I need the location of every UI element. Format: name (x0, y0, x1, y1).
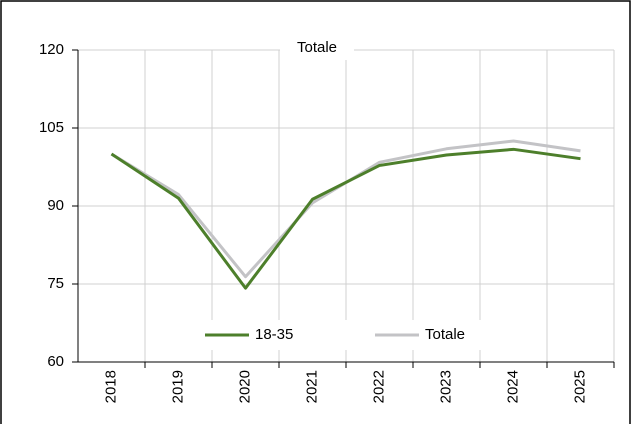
series-line (110, 147, 581, 290)
y-tick-label: 105 (39, 119, 64, 136)
title-background (280, 38, 354, 60)
x-tick-label: 2019 (169, 370, 186, 403)
y-tick-label: 90 (47, 197, 64, 214)
x-tick-label: 2024 (504, 370, 521, 403)
y-tick-label: 60 (47, 353, 64, 370)
legend-label: 18-35 (255, 326, 293, 343)
y-tick-label: 120 (39, 41, 64, 58)
x-tick-label: 2025 (571, 370, 588, 403)
y-tick-label: 75 (47, 275, 64, 292)
chart-title: Totale (297, 39, 337, 56)
x-tick-label: 2022 (370, 370, 387, 403)
legend-label: Totale (425, 326, 465, 343)
x-tick-label: 2021 (303, 370, 320, 403)
x-tick-label: 2018 (102, 370, 119, 403)
x-tick-label: 2020 (236, 370, 253, 403)
x-tick-label: 2023 (437, 370, 454, 403)
